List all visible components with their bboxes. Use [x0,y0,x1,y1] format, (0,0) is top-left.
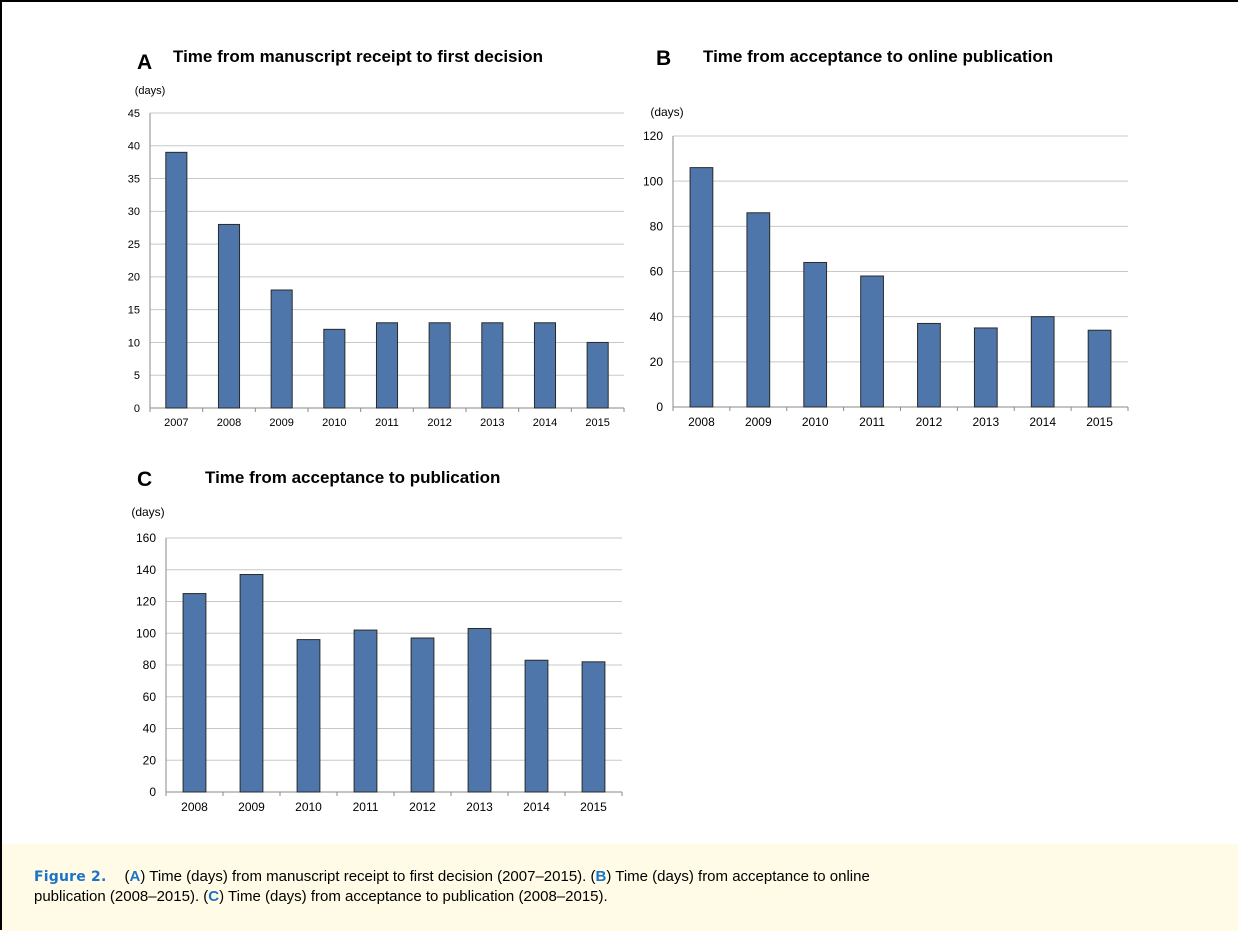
bar-2014 [524,659,549,793]
caption-text-b: ) Time (days) from acceptance to online [606,868,870,885]
x-tick-label: 2008 [181,800,208,814]
x-tick-label: 2010 [802,415,829,429]
panel-a-letter: A [137,51,153,74]
x-tick-label: 2011 [353,800,379,814]
x-tick-label: 2015 [1086,415,1113,429]
bar-2007 [165,151,188,409]
bar-2015 [1087,329,1112,408]
bar-2009 [270,289,293,409]
bar-2010 [323,328,346,409]
x-tick-label: 2007 [164,417,188,429]
y-tick-label: 5 [134,370,140,382]
y-axis-label: (days) [131,505,164,519]
x-tick-label: 2015 [585,417,609,429]
x-tick-label: 2014 [1029,415,1056,429]
x-tick-label: 2012 [427,417,451,429]
bar-2011 [860,275,884,408]
y-tick-label: 45 [128,108,140,120]
x-tick-label: 2011 [375,417,399,429]
bar-2008 [689,167,714,408]
x-tick-label: 2015 [580,800,607,814]
y-tick-label: 35 [128,173,140,185]
panel-a-title: Time from manuscript receipt to first de… [173,47,543,66]
bar-2015 [581,661,606,793]
y-tick-label: 80 [650,220,664,234]
y-tick-label: 140 [136,563,156,577]
bar-2014 [533,322,557,409]
y-tick-label: 160 [136,531,156,545]
y-tick-label: 0 [134,403,140,415]
figure-caption: Figure 2. (A) Time (days) from manuscript… [2,844,1238,931]
y-tick-label: 15 [128,305,140,317]
x-tick-label: 2010 [295,800,322,814]
bar-2011 [375,322,399,409]
x-tick-label: 2014 [533,417,557,429]
panel-b-title: Time from acceptance to online publicati… [703,47,1054,66]
y-tick-label: 120 [643,129,663,143]
bar-2015 [586,341,609,409]
y-tick-label: 25 [128,239,140,251]
bar-2010 [296,639,321,793]
y-tick-label: 20 [128,272,140,284]
y-axis-label: (days) [650,105,683,119]
y-tick-label: 0 [149,785,156,799]
bar-2008 [182,593,207,793]
x-tick-label: 2008 [688,415,715,429]
panel-b-letter: B [656,47,672,70]
caption-text-b2: publication (2008–2015). ( [34,888,209,905]
y-tick-label: 40 [128,141,140,153]
y-tick-label: 0 [656,400,663,414]
caption-text-c: ) Time (days) from acceptance to publica… [219,888,608,905]
bar-2009 [239,574,264,793]
caption-letter-b: B [595,868,607,885]
y-tick-label: 20 [143,753,157,767]
caption-figure-label: Figure 2. [34,869,107,885]
y-tick-label: 10 [128,337,140,349]
bar-2012 [917,322,941,408]
bar-2010 [803,261,828,408]
y-axis-label: (days) [135,85,166,97]
bar-2012 [410,637,435,793]
bar-2008 [217,223,241,409]
panel-c-letter: C [137,468,153,491]
y-tick-label: 100 [136,626,156,640]
y-tick-label: 60 [650,265,664,279]
y-tick-label: 80 [143,658,157,672]
bar-2013 [481,322,504,409]
y-tick-label: 40 [143,722,157,736]
x-tick-label: 2009 [269,417,293,429]
bar-2012 [428,322,451,409]
x-tick-label: 2010 [322,417,346,429]
bar-2014 [1030,316,1055,408]
x-tick-label: 2013 [972,415,999,429]
x-tick-label: 2009 [238,800,265,814]
caption-text-a: ) Time (days) from manuscript receipt to… [140,868,596,885]
x-tick-label: 2011 [859,415,885,429]
y-tick-label: 20 [650,355,664,369]
bar-2013 [973,327,998,408]
x-tick-label: 2009 [745,415,772,429]
y-tick-label: 100 [643,174,663,188]
y-tick-label: 120 [136,595,156,609]
bar-2011 [353,629,378,793]
caption-open-paren: ( [124,868,130,885]
caption-letter-c: C [208,888,220,905]
y-tick-label: 40 [650,310,664,324]
y-tick-label: 60 [143,690,157,704]
x-tick-label: 2013 [466,800,493,814]
x-tick-label: 2012 [409,800,436,814]
bar-2013 [467,627,492,793]
x-tick-label: 2013 [480,417,504,429]
y-tick-label: 30 [128,206,140,218]
x-tick-label: 2012 [916,415,943,429]
panel-c-title: Time from acceptance to publication [205,468,501,487]
x-tick-label: 2008 [217,417,241,429]
x-tick-label: 2014 [523,800,550,814]
bar-2009 [746,212,771,408]
caption-letter-a: A [129,868,141,885]
